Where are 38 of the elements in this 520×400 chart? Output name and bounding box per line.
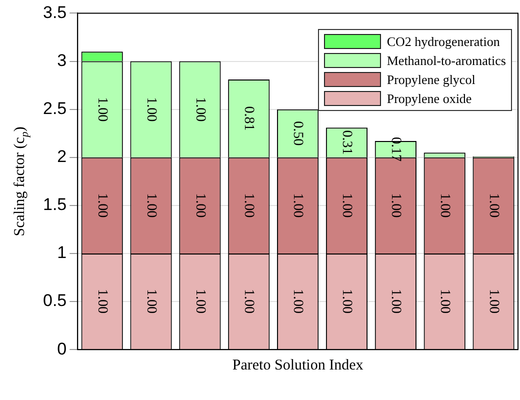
y-tick-label: 0 <box>57 339 67 358</box>
y-tick-label: 1.5 <box>42 195 67 214</box>
y-tick-label: 2 <box>57 147 67 166</box>
data-label: 1.00 <box>192 289 208 314</box>
x-axis-title: Pareto Solution Index <box>232 358 364 374</box>
data-label: 1.00 <box>143 193 158 218</box>
y-tick-label: 0.5 <box>42 291 67 310</box>
y-tick-label: 2.5 <box>42 99 67 118</box>
data-label: 1.00 <box>143 97 158 122</box>
data-label: 0.81 <box>241 106 256 131</box>
data-label: 1.00 <box>241 193 256 218</box>
data-label: 1.00 <box>290 193 306 218</box>
data-label: 1.00 <box>192 97 208 122</box>
data-label: 1.00 <box>241 289 256 314</box>
data-label: 0.50 <box>290 121 306 146</box>
legend-label: Propylene glycol <box>386 72 476 88</box>
data-label: 1.00 <box>388 193 404 218</box>
data-label: 1.00 <box>339 289 354 314</box>
data-label: 1.00 <box>436 193 452 218</box>
legend-label: CO2 hydrogeneration <box>386 34 500 50</box>
legend-label: Methanol-to-aromatics <box>386 52 506 69</box>
data-label: 1.00 <box>486 193 501 218</box>
data-label: 1.00 <box>339 193 354 218</box>
y-tick-label: 3 <box>57 50 67 70</box>
legend-label: Propylene oxide <box>386 90 472 107</box>
data-label: 1.00 <box>290 289 306 314</box>
y-axis-title: Scaling factor (cp) <box>12 126 31 236</box>
data-label: 1.00 <box>192 193 208 218</box>
y-tick-label: 3.5 <box>42 2 67 22</box>
data-label: 0.31 <box>339 130 354 155</box>
data-label: 1.00 <box>143 289 158 314</box>
y-tick-label: 1 <box>57 243 67 262</box>
data-label: 1.00 <box>94 289 110 314</box>
data-label: 1.00 <box>94 193 110 218</box>
data-label: 1.00 <box>436 289 452 314</box>
data-label: 1.00 <box>486 289 501 314</box>
data-label: 1.00 <box>388 289 404 314</box>
data-label: 1.00 <box>94 97 110 122</box>
